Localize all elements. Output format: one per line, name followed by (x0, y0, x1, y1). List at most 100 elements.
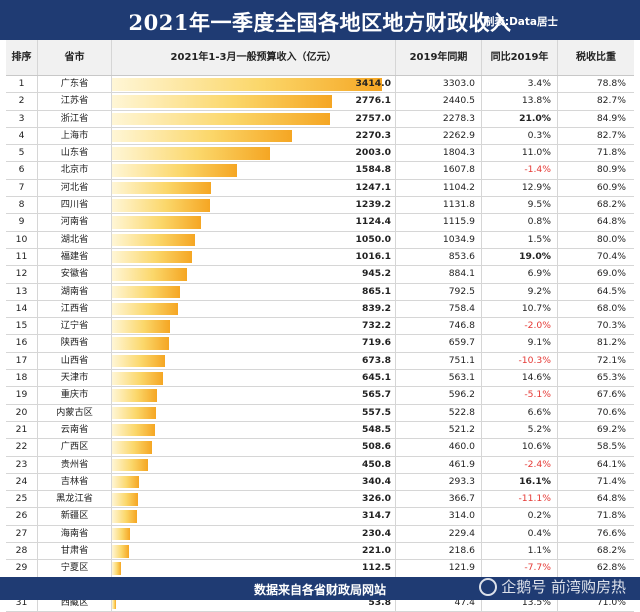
revenue-value: 732.2 (361, 320, 391, 332)
yoy-cell: 14.6% (482, 370, 558, 387)
rank-cell: 23 (6, 456, 38, 473)
rank-cell: 9 (6, 214, 38, 231)
revenue-bar (112, 78, 382, 91)
province-cell: 山东省 (38, 145, 112, 162)
prev-year-cell: 884.1 (396, 266, 482, 283)
source-note: 数据来自各省财政局网站 (253, 583, 386, 597)
revenue-bar (112, 441, 153, 454)
yoy-cell: 9.5% (482, 197, 558, 214)
tax-ratio-cell: 68.2% (596, 199, 626, 211)
revenue-value: 508.6 (361, 441, 391, 453)
table-row: 21 云南省 548.5 521.2 5.2% 69.2% (6, 421, 634, 440)
revenue-bar (112, 199, 210, 212)
revenue-value: 945.2 (361, 268, 391, 280)
col-header-revenue: 2021年1-3月一般预算收入（亿元） (112, 40, 396, 75)
revenue-table: 排序 省市 2021年1-3月一般预算收入（亿元） 2019年同期 同比2019… (6, 40, 634, 612)
revenue-value: 1016.1 (355, 250, 391, 262)
tax-ratio-cell: 60.9% (596, 181, 626, 193)
tax-ratio-cell: 80.9% (596, 164, 626, 176)
province-cell: 北京市 (38, 162, 112, 179)
tax-ratio-cell: 78.8% (596, 78, 626, 89)
province-cell: 江西省 (38, 300, 112, 318)
tax-ratio-cell: 76.6% (596, 527, 626, 539)
yoy-cell: 0.2% (482, 508, 558, 525)
tax-ratio-cell: 64.8% (596, 493, 626, 505)
tax-ratio-cell: 68.0% (596, 302, 626, 314)
province-cell: 浙江省 (38, 110, 112, 127)
yoy-cell: -5.1% (482, 387, 558, 404)
province-cell: 湖南省 (38, 283, 112, 300)
revenue-value: 112.5 (361, 562, 391, 574)
table-row: 25 黑龙江省 326.0 366.7 -11.1% 64.8% (6, 491, 634, 509)
revenue-bar (112, 181, 211, 195)
prev-year-cell: 3303.0 (396, 76, 482, 93)
table-row: 14 江西省 839.2 758.4 10.7% 68.0% (6, 300, 634, 319)
revenue-bar (112, 337, 169, 350)
prev-year-cell: 314.0 (396, 508, 482, 525)
yoy-cell: -1.4% (482, 162, 558, 179)
revenue-bar (112, 129, 292, 143)
table-row: 9 河南省 1124.4 1115.9 0.8% 64.8% (6, 214, 634, 232)
revenue-value: 450.8 (361, 458, 391, 470)
revenue-bar-cell: 839.2 (112, 300, 396, 318)
revenue-bar (112, 302, 179, 316)
table-body: 1 广东省 3414.0 3303.0 3.4% 78.8% 2 江苏省 2776.1 2440.… (6, 76, 634, 612)
table-row: 27 海南省 230.4 229.4 0.4% 76.6% (6, 525, 634, 544)
revenue-value: 2270.3 (355, 129, 391, 141)
revenue-value: 565.7 (361, 389, 391, 401)
yoy-cell: 6.9% (482, 266, 558, 283)
revenue-bar-cell: 1584.8 (112, 162, 396, 179)
rank-cell: 24 (6, 473, 38, 491)
table-row: 28 甘肃省 221.0 218.6 1.1% 68.2% (6, 543, 634, 561)
revenue-value: 314.7 (361, 510, 391, 522)
revenue-bar-cell: 508.6 (112, 439, 396, 456)
tax-ratio-cell: 82.7% (596, 95, 626, 107)
province-cell: 四川省 (38, 197, 112, 214)
table-row: 17 山西省 673.8 751.1 -10.3% 72.1% (6, 352, 634, 371)
revenue-bar (112, 510, 137, 523)
tax-ratio-cell: 68.2% (596, 545, 626, 557)
prev-year-cell: 853.6 (396, 248, 482, 266)
revenue-bar (112, 562, 121, 575)
tax-ratio-cell: 67.6% (596, 389, 626, 401)
prev-year-cell: 1115.9 (396, 214, 482, 231)
prev-year-cell: 522.8 (396, 404, 482, 421)
province-cell: 云南省 (38, 421, 112, 439)
province-cell: 广西区 (38, 439, 112, 456)
province-cell: 新疆区 (38, 508, 112, 525)
prev-year-cell: 121.9 (396, 560, 482, 577)
col-header-tax-ratio: 税收比重 (576, 52, 616, 63)
rank-cell: 5 (6, 145, 38, 162)
rank-cell: 1 (6, 76, 38, 93)
tax-ratio-cell: 70.6% (596, 406, 626, 418)
tax-ratio-cell: 81.2% (596, 337, 626, 349)
revenue-bar (112, 268, 187, 281)
prev-year-cell: 366.7 (396, 491, 482, 508)
yoy-cell: 6.6% (482, 404, 558, 421)
table-row: 8 四川省 1239.2 1131.8 9.5% 68.2% (6, 197, 634, 215)
revenue-bar-cell: 732.2 (112, 318, 396, 335)
revenue-value: 1050.0 (355, 233, 391, 245)
revenue-bar-cell: 2776.1 (112, 93, 396, 110)
revenue-bar-cell: 719.6 (112, 335, 396, 352)
prev-year-cell: 229.4 (396, 525, 482, 543)
title-bar: 2021年一季度全国各地区地方财政收入 制表:Data居士 (0, 0, 640, 40)
rank-cell: 14 (6, 300, 38, 318)
revenue-bar (112, 164, 238, 177)
revenue-bar-cell: 2003.0 (112, 145, 396, 162)
yoy-cell: 12.9% (482, 179, 558, 197)
footer-bar: 数据来自各省财政局网站 企鹅号 前湾购房热 (0, 577, 640, 600)
revenue-bar-cell: 230.4 (112, 525, 396, 543)
tax-ratio-cell: 72.1% (596, 354, 626, 366)
province-cell: 山西省 (38, 352, 112, 370)
province-cell: 贵州省 (38, 456, 112, 473)
revenue-bar-cell: 1124.4 (112, 214, 396, 231)
prev-year-cell: 659.7 (396, 335, 482, 352)
revenue-value: 2003.0 (355, 147, 391, 159)
revenue-bar-cell: 2757.0 (112, 110, 396, 127)
yoy-cell: 16.1% (482, 473, 558, 491)
yoy-cell: 10.7% (482, 300, 558, 318)
credit-label: 制表:Data居士 (483, 16, 558, 28)
rank-cell: 21 (6, 421, 38, 439)
prev-year-cell: 1131.8 (396, 197, 482, 214)
